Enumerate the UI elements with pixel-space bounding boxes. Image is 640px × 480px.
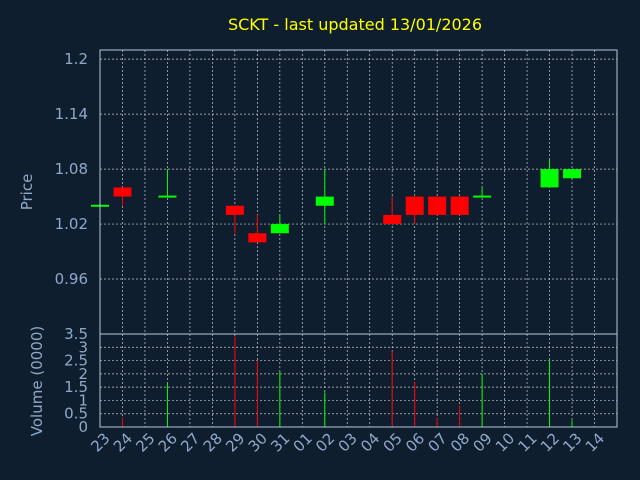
candle-body (473, 195, 492, 198)
price-tick-label: 1.2 (64, 50, 88, 68)
volume-tick-label: 0.5 (64, 405, 88, 423)
volume-bars (99, 336, 573, 427)
candle-body (225, 205, 244, 215)
price-axis-label: Price (18, 174, 36, 211)
day-axis-ticks: 2324252627282930310102030405060708091011… (87, 429, 608, 455)
price-grid (100, 50, 617, 334)
candle-body (315, 196, 334, 206)
candle-body (158, 195, 177, 198)
price-candles (91, 159, 582, 243)
candle-body (383, 214, 402, 225)
candle-body (540, 169, 559, 188)
volume-tick-label: 0 (78, 418, 88, 436)
volume-y-ticks: 00.511.522.533.5 (64, 325, 88, 436)
price-panel: 0.96 1.02 1.08 1.14 1.2 Price (18, 49, 618, 335)
volume-tick-label: 1.5 (64, 378, 88, 396)
candle-body (270, 224, 289, 234)
volume-tick-label: 2.5 (64, 352, 88, 370)
price-tick-label: 1.02 (55, 215, 88, 233)
candle-body (563, 169, 582, 179)
volume-frame (99, 333, 618, 428)
chart-title: SCKT - last updated 13/01/2026 (228, 15, 482, 34)
price-y-ticks: 0.96 1.02 1.08 1.14 1.2 (55, 50, 88, 288)
candle-body (450, 196, 469, 215)
volume-tick-label: 3.5 (64, 325, 88, 343)
candle-body (405, 196, 424, 215)
volume-tick-label: 1 (78, 391, 88, 409)
candle-body (248, 233, 267, 243)
volume-tick-label: 2 (78, 365, 88, 383)
candle-body (113, 187, 132, 197)
price-tick-label: 0.96 (55, 270, 88, 288)
candle-body (428, 196, 447, 215)
volume-tick-label: 3 (78, 338, 88, 356)
price-tick-label: 1.14 (55, 105, 88, 123)
day-axis-label: Day (334, 460, 362, 476)
price-tick-label: 1.08 (55, 160, 88, 178)
volume-axis-label: Volume (0000) (28, 326, 46, 436)
